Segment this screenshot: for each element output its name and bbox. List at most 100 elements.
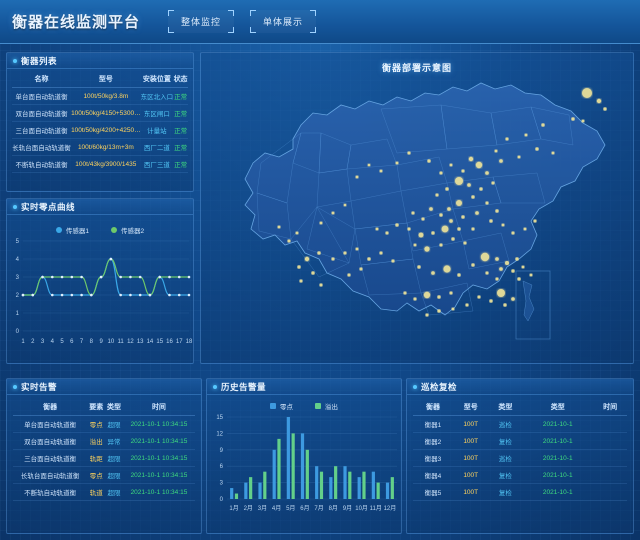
- cell: 不断轨自动轨道衡: [12, 155, 72, 173]
- legend-label: 传感器1: [65, 228, 89, 235]
- cell: 正常: [173, 121, 188, 139]
- cell: 双台面自动轨道衡: [13, 432, 88, 450]
- svg-text:8月: 8月: [329, 505, 338, 512]
- svg-text:3月: 3月: [258, 505, 267, 512]
- table-row[interactable]: 衡器5 100T 复检 2021-10-1: [413, 483, 627, 501]
- cell: 100t/43kg/3900/1435: [71, 155, 141, 173]
- svg-text:7: 7: [80, 339, 84, 345]
- table-row[interactable]: 衡器2 100T 复检 2021-10-1: [413, 432, 627, 450]
- svg-text:14: 14: [147, 339, 154, 345]
- device-table-body: 单台面自动轨道衡 100t/50kg/3.8m 东区北入口 正常 双台面自动轨道衡 100…: [12, 87, 188, 173]
- device-list-header: 衡器列表: [7, 53, 193, 69]
- table-row[interactable]: 不断轨自动轨道衡 100t/43kg/3900/1435 西厂三道 正常: [12, 155, 188, 173]
- table-row[interactable]: 三台面自动轨道衡 100t/50kg/4200+4250… 计量站 正常: [12, 121, 188, 139]
- legend-item-sensor1[interactable]: 传感器1: [55, 225, 89, 235]
- nav-button-overall-monitor[interactable]: 整体监控: [168, 10, 235, 33]
- col-name: 名称: [12, 71, 72, 88]
- table-row[interactable]: 长轨台面自动轨道衡 100t/60kg/13m+3m 西厂二道 正常: [12, 138, 188, 156]
- cell: 巡检: [488, 449, 523, 467]
- cell: [593, 466, 627, 484]
- svg-text:8: 8: [90, 339, 94, 345]
- svg-text:10月: 10月: [355, 505, 368, 512]
- cell: 2021-10-1 10:34:15: [122, 466, 195, 484]
- cell: 衡器1: [413, 415, 453, 433]
- inspection-table-body: 衡器1 100T 巡检 2021-10-1 衡器2 100T 复检 2021-10-1 衡器3 1…: [413, 415, 627, 501]
- svg-text:15: 15: [216, 415, 223, 421]
- cell: 衡器5: [413, 483, 453, 501]
- inspection-table: 衡器 型号 类型 类型 时间 衡器1 100T 巡检 2021-10-1 衡器2 100T…: [413, 399, 627, 501]
- cell: 100T: [452, 449, 489, 467]
- table-row[interactable]: 长轨台面自动轨道衡 零点 超限 2021-10-1 10:34:15: [13, 466, 195, 484]
- cell: 超限: [105, 466, 123, 484]
- cell: 复检: [488, 483, 523, 501]
- table-row[interactable]: 单台面自动轨道衡 100t/50kg/3.8m 东区北入口 正常: [12, 87, 188, 105]
- svg-text:16: 16: [166, 339, 173, 345]
- inspection-header: 巡检复检: [407, 379, 633, 395]
- cell: 衡器3: [413, 449, 453, 467]
- table-row[interactable]: 衡器3 100T 巡检 2021-10-1: [413, 449, 627, 467]
- panel-title: 衡器列表: [21, 55, 58, 66]
- legend-swatch: [270, 403, 276, 409]
- history-alarm-panel: 历史告警量 零点 溢出 0 3 6 9 12 15 1月 2月 3月 4月 5月 6月 7月 8月 9月 10…: [206, 378, 402, 534]
- svg-text:1月: 1月: [229, 505, 238, 512]
- cell: 轨距: [87, 449, 106, 467]
- legend-swatch: [55, 227, 62, 233]
- table-row[interactable]: 双台面自动轨道衡 100t/50kg/4150+5300… 东区闸口 正常: [12, 104, 188, 122]
- cell: 2021-10-1: [522, 483, 594, 501]
- cell: [593, 483, 627, 501]
- legend-item-overflow[interactable]: 溢出: [315, 401, 338, 411]
- south-sea-inset: [515, 270, 551, 340]
- alarm-body: 衡器 要素 类型 时间 单台面自动轨道衡 零点 超限 2021-10-1 10:34:…: [7, 395, 201, 501]
- table-header-row: 名称 型号 安装位置 状态: [12, 71, 188, 88]
- cell: 单台面自动轨道衡: [13, 415, 88, 433]
- svg-text:2: 2: [16, 293, 20, 299]
- svg-text:17: 17: [176, 339, 183, 345]
- cell: 正常: [173, 104, 188, 122]
- table-row[interactable]: 单台面自动轨道衡 零点 超限 2021-10-1 10:34:15: [13, 415, 195, 433]
- col-type: 类型: [105, 399, 123, 416]
- svg-text:4月: 4月: [272, 505, 281, 512]
- table-row[interactable]: 衡器4 100T 复检 2021-10-1: [413, 466, 627, 484]
- bullet-icon: [413, 384, 417, 389]
- cell: 轨道: [87, 483, 106, 501]
- cell: 2021-10-1: [522, 449, 594, 467]
- cell: 巡检: [488, 415, 523, 433]
- svg-text:6月: 6月: [300, 505, 309, 512]
- svg-text:3: 3: [41, 339, 45, 345]
- panel-title: 实时告警: [21, 381, 58, 392]
- cell: 西厂三道: [140, 155, 174, 173]
- zero-curve-legend: 传感器1 传感器2: [7, 215, 193, 235]
- map-canvas[interactable]: [201, 53, 633, 363]
- inspection-panel: 巡检复检 衡器 型号 类型 类型 时间 衡器1 100T 巡检 2021-10-1 衡器…: [406, 378, 634, 534]
- table-row[interactable]: 衡器1 100T 巡检 2021-10-1: [413, 415, 627, 433]
- svg-text:9: 9: [220, 448, 224, 454]
- cell: 三台面自动轨道衡: [12, 121, 72, 139]
- svg-text:1: 1: [21, 339, 25, 345]
- cell: 超限: [105, 415, 123, 433]
- legend-item-sensor2[interactable]: 传感器2: [111, 225, 144, 235]
- panel-title: 实时零点曲线: [21, 201, 76, 212]
- col-device: 衡器: [13, 399, 88, 416]
- table-row[interactable]: 不断轨自动轨道衡 轨道 超限 2021-10-1 10:34:15: [13, 483, 195, 501]
- svg-text:11: 11: [118, 339, 125, 345]
- realtime-alarm-panel: 实时告警 衡器 要素 类型 时间 单台面自动轨道衡 零点 超限 2021-10-1 1…: [6, 378, 202, 534]
- cell: 超限: [105, 449, 123, 467]
- svg-text:15: 15: [156, 339, 163, 345]
- legend-item-zero[interactable]: 零点: [270, 401, 293, 411]
- china-map-svg[interactable]: [201, 53, 635, 365]
- page-title: 衡器在线监测平台: [12, 14, 141, 31]
- cell: [593, 432, 627, 450]
- cell: 100T: [452, 483, 489, 501]
- app-header: 衡器在线监测平台 整体监控 单体展示: [0, 0, 640, 44]
- alarm-table-body: 单台面自动轨道衡 零点 超限 2021-10-1 10:34:15 双台面自动轨道衡 溢出…: [13, 415, 195, 501]
- map-markers[interactable]: [277, 88, 607, 317]
- table-row[interactable]: 三台面自动轨道衡 轨距 超限 2021-10-1 10:34:15: [13, 449, 195, 467]
- cell: 长轨台面自动轨道衡: [13, 466, 88, 484]
- nav-button-single-display[interactable]: 单体展示: [250, 10, 317, 33]
- history-header: 历史告警量: [207, 379, 401, 395]
- svg-text:18: 18: [186, 339, 193, 345]
- table-row[interactable]: 双台面自动轨道衡 溢出 异常 2021-10-1 10:34:15: [13, 432, 195, 450]
- svg-text:11月: 11月: [370, 505, 382, 512]
- cell: [593, 449, 627, 467]
- cell: 溢出: [87, 432, 106, 450]
